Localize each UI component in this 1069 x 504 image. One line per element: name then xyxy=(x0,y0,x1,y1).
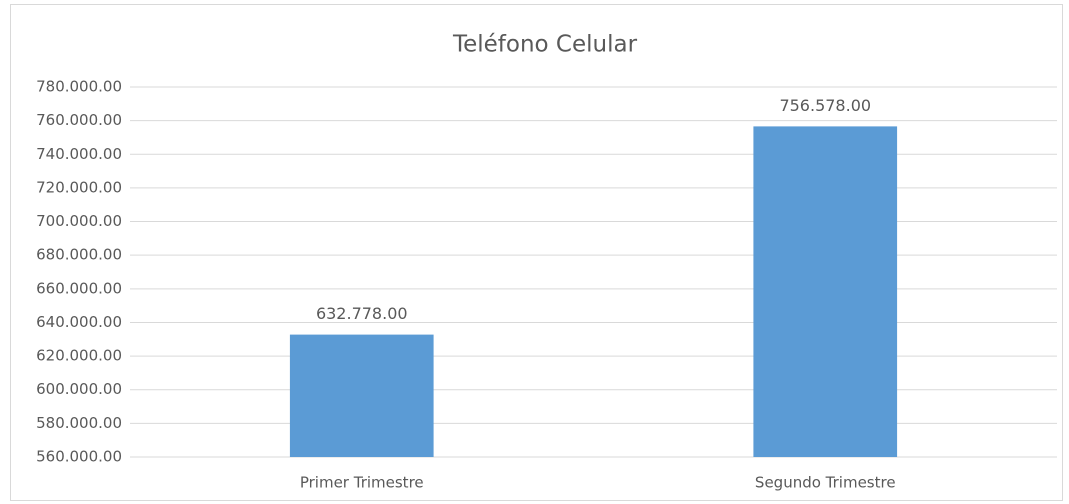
y-tick-label: 640.000.00 xyxy=(36,313,122,331)
y-tick-label: 660.000.00 xyxy=(36,279,122,297)
y-tick-label: 600.000.00 xyxy=(36,380,122,398)
y-tick-label: 700.000.00 xyxy=(36,212,122,230)
y-tick-label: 720.000.00 xyxy=(36,178,122,196)
y-tick-label: 560.000.00 xyxy=(36,448,122,466)
chart-title: Teléfono Celular xyxy=(452,32,638,58)
data-label: 632.778.00 xyxy=(316,304,408,323)
y-tick-label: 780.000.00 xyxy=(36,78,122,96)
y-tick-label: 580.000.00 xyxy=(36,414,122,432)
x-tick-label: Primer Trimestre xyxy=(300,474,424,492)
y-tick-label: 760.000.00 xyxy=(36,111,122,129)
x-tick-label: Segundo Trimestre xyxy=(755,474,896,492)
bar xyxy=(753,126,898,458)
y-tick-label: 680.000.00 xyxy=(36,246,122,264)
y-tick-label: 740.000.00 xyxy=(36,145,122,163)
bar xyxy=(289,334,434,457)
chart-border xyxy=(10,4,1063,501)
y-tick-label: 620.000.00 xyxy=(36,347,122,365)
data-label: 756.578.00 xyxy=(779,96,871,115)
